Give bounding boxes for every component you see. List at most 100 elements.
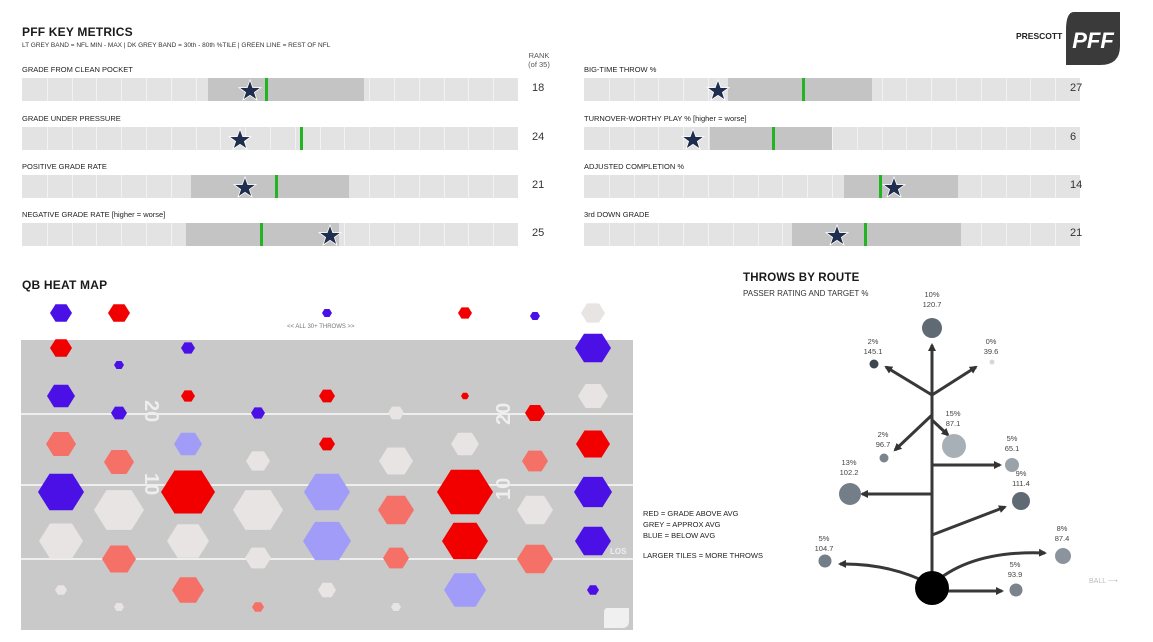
nfl-average-line: [772, 127, 776, 150]
heat-tile: [388, 406, 404, 420]
percentile-band: [727, 78, 872, 101]
bar-gridline: [121, 175, 123, 198]
bar-gridline: [658, 127, 660, 150]
route-node: [818, 554, 832, 568]
bar-gridline: [856, 127, 858, 150]
bar-gridline: [906, 78, 908, 101]
bar-gridline: [633, 78, 635, 101]
bar-gridline: [1055, 78, 1057, 101]
heat-tile: [167, 524, 209, 558]
heat-tile: [575, 526, 611, 556]
bar-gridline: [96, 223, 98, 246]
bar-gridline: [146, 127, 147, 150]
route-target-pct: 2%: [878, 430, 889, 439]
bar-gridline: [931, 127, 933, 150]
heatmap-title: QB HEAT MAP: [22, 278, 108, 292]
metric-rank: 21: [1070, 227, 1083, 239]
metric-bar: [22, 127, 518, 150]
heat-tile: [55, 585, 67, 595]
routes-subtitle: PASSER RATING AND TARGET %: [743, 289, 869, 298]
bar-gridline: [608, 127, 610, 150]
nfl-average-line: [265, 78, 269, 101]
bar-gridline: [708, 127, 709, 150]
route-node: [869, 359, 879, 369]
metric-bar: [22, 175, 518, 198]
route-target-pct: 0%: [986, 337, 997, 346]
logo-text: PFF: [1072, 28, 1114, 53]
heat-tile: [461, 392, 469, 400]
ball-direction-label: BALL ⟶: [1089, 578, 1118, 585]
bar-gridline: [980, 127, 982, 150]
heat-tile: [50, 339, 72, 357]
metric-bar: [584, 175, 1080, 198]
metric-label: NEGATIVE GRADE RATE [higher = worse]: [22, 210, 166, 219]
heat-tile: [517, 495, 553, 525]
route-node: [942, 434, 966, 458]
bar-gridline: [658, 223, 660, 246]
heat-tile: [111, 406, 127, 420]
star-icon: [705, 78, 731, 101]
bar-gridline: [170, 175, 172, 198]
bar-gridline: [493, 223, 495, 246]
ball-origin: [915, 571, 949, 605]
bar-gridline: [493, 127, 495, 150]
bar-gridline: [633, 127, 635, 150]
bar-gridline: [708, 175, 709, 198]
bar-gridline: [732, 175, 734, 198]
bar-gridline: [443, 223, 445, 246]
route-passer-rating: 145.1: [864, 347, 883, 356]
bar-gridline: [270, 127, 271, 150]
bar-gridline: [418, 127, 420, 150]
page-subtitle: LT GREY BAND = NFL MIN - MAX | DK GREY B…: [22, 42, 331, 49]
heatmap-legend: RED = GRADE ABOVE AVG GREY = APPROX AVG …: [643, 509, 763, 560]
heat-tile: [575, 333, 611, 363]
bar-gridline: [146, 78, 147, 101]
star-icon: [232, 175, 258, 198]
star-icon: [824, 223, 850, 246]
bar-gridline: [931, 78, 933, 101]
route-passer-rating: 39.6: [984, 347, 999, 356]
metric-rank: 21: [532, 179, 545, 191]
route-target-pct: 8%: [1057, 524, 1068, 533]
heat-tile: [47, 384, 75, 408]
heat-tile: [458, 307, 472, 319]
heat-tile: [437, 469, 493, 515]
heat-tile: [525, 405, 545, 421]
los-label: LOS: [610, 547, 627, 556]
metric-label: TURNOVER-WORTHY PLAY % [higher = worse]: [584, 114, 747, 123]
bar-gridline: [980, 175, 982, 198]
heat-tile: [39, 523, 83, 559]
bar-gridline: [369, 223, 371, 246]
metric-label: GRADE UNDER PRESSURE: [22, 114, 121, 123]
nfl-average-line: [260, 223, 264, 246]
bar-gridline: [121, 223, 123, 246]
heat-tile: [522, 450, 548, 472]
route-node: [989, 359, 995, 365]
bar-gridline: [369, 127, 371, 150]
bar-gridline: [1030, 223, 1032, 246]
star-icon: [237, 78, 263, 101]
bar-gridline: [46, 175, 48, 198]
bar-gridline: [71, 78, 73, 101]
bar-gridline: [708, 78, 709, 101]
heat-tile: [319, 389, 335, 403]
nfl-average-line: [299, 127, 303, 150]
heat-tile: [94, 490, 144, 530]
metric-rank: 24: [532, 131, 545, 143]
route-passer-rating: 120.7: [923, 300, 942, 309]
metric-rank: 18: [532, 82, 545, 94]
bar-gridline: [418, 175, 420, 198]
heat-tile: [587, 585, 599, 595]
heat-tile: [102, 545, 136, 573]
bar-gridline: [394, 175, 395, 198]
heat-tile: [391, 603, 401, 611]
bar-gridline: [394, 78, 395, 101]
page-title: PFF KEY METRICS: [22, 25, 133, 39]
metric-bar: [22, 223, 518, 246]
route-target-pct: 5%: [819, 534, 830, 543]
bar-gridline: [757, 223, 759, 246]
bar-gridline: [468, 223, 470, 246]
heat-tile: [322, 309, 332, 317]
bar-gridline: [344, 223, 346, 246]
qb-heat-map: 20 10 20 10 LOS: [21, 303, 633, 630]
